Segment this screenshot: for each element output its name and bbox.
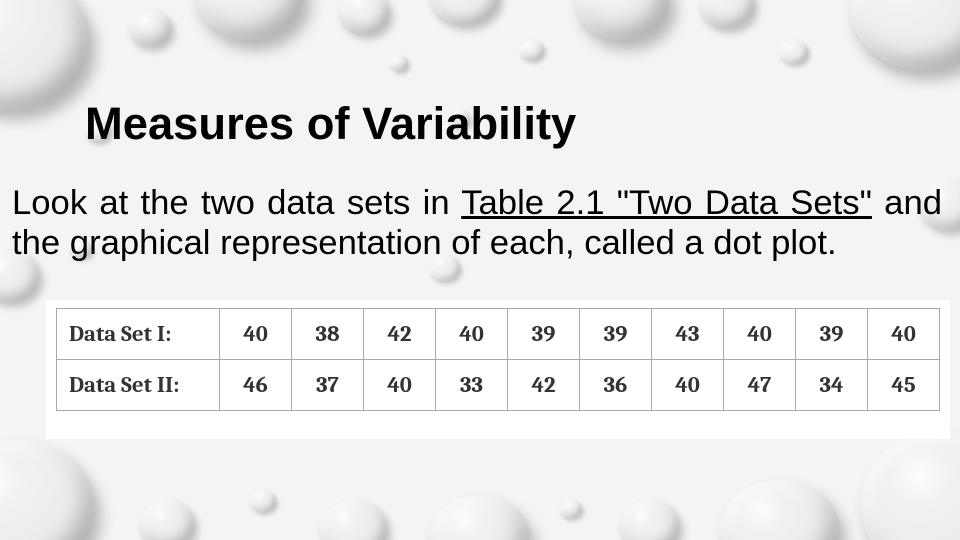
data-cell: 43 bbox=[652, 309, 724, 360]
data-cell: 39 bbox=[508, 309, 580, 360]
data-cell: 47 bbox=[724, 360, 796, 411]
bg-droplet bbox=[860, 430, 960, 540]
bg-droplet bbox=[0, 440, 95, 540]
data-cell: 40 bbox=[868, 309, 940, 360]
bg-droplet bbox=[390, 55, 408, 71]
data-cell: 40 bbox=[436, 309, 508, 360]
table-row: Data Set II:46374033423640473445 bbox=[57, 360, 940, 411]
data-cell: 38 bbox=[292, 309, 364, 360]
bg-droplet bbox=[195, 0, 305, 40]
bg-droplet bbox=[520, 40, 544, 60]
row-label: Data Set II: bbox=[57, 360, 220, 411]
data-cell: 39 bbox=[580, 309, 652, 360]
row-label: Data Set I: bbox=[57, 309, 220, 360]
table-row: Data Set I:40384240393943403940 bbox=[57, 309, 940, 360]
bg-droplet bbox=[575, 0, 670, 40]
data-table-container: Data Set I:40384240393943403940Data Set … bbox=[46, 300, 950, 439]
bg-droplet bbox=[320, 500, 388, 540]
data-cell: 40 bbox=[652, 360, 724, 411]
bg-droplet bbox=[620, 500, 680, 540]
data-cell: 33 bbox=[436, 360, 508, 411]
data-cell: 40 bbox=[220, 309, 292, 360]
bg-droplet bbox=[430, 495, 530, 540]
data-cell: 39 bbox=[796, 309, 868, 360]
bg-droplet bbox=[430, 0, 500, 25]
data-cell: 42 bbox=[364, 309, 436, 360]
data-cell: 36 bbox=[580, 360, 652, 411]
bg-droplet bbox=[130, 10, 172, 46]
bg-droplet bbox=[780, 40, 808, 64]
table-reference-link: Table 2.1 "Two Data Sets" bbox=[461, 184, 872, 222]
data-cell: 40 bbox=[364, 360, 436, 411]
data-sets-table: Data Set I:40384240393943403940Data Set … bbox=[56, 308, 940, 411]
data-cell: 34 bbox=[796, 360, 868, 411]
data-cell: 45 bbox=[868, 360, 940, 411]
bg-droplet bbox=[140, 500, 195, 540]
data-cell: 37 bbox=[292, 360, 364, 411]
bg-droplet bbox=[250, 490, 276, 512]
bg-droplet bbox=[720, 480, 840, 540]
bg-droplet bbox=[560, 500, 582, 518]
data-cell: 40 bbox=[724, 309, 796, 360]
slide-body-text: Look at the two data sets in Table 2.1 "… bbox=[12, 183, 942, 263]
bg-droplet bbox=[700, 0, 755, 28]
bg-droplet bbox=[850, 0, 960, 70]
bg-droplet bbox=[0, 0, 90, 110]
data-cell: 46 bbox=[220, 360, 292, 411]
slide: Measures of Variability Look at the two … bbox=[0, 0, 960, 540]
slide-title: Measures of Variability bbox=[85, 98, 576, 150]
body-part-1: Look at the two data sets in bbox=[12, 184, 461, 222]
data-cell: 42 bbox=[508, 360, 580, 411]
bg-droplet bbox=[340, 0, 390, 34]
